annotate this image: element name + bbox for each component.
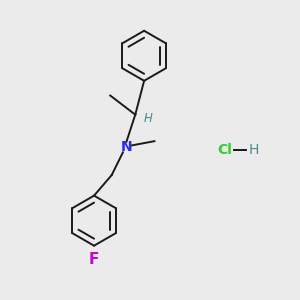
Text: H: H	[249, 143, 259, 157]
Text: F: F	[89, 252, 99, 267]
Text: N: N	[121, 140, 132, 154]
Text: Cl: Cl	[218, 143, 232, 157]
Text: H: H	[143, 112, 152, 125]
